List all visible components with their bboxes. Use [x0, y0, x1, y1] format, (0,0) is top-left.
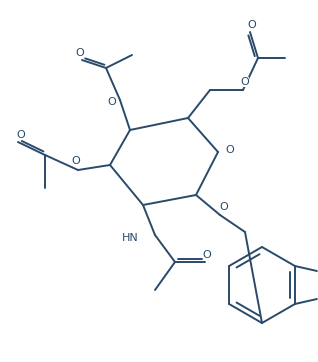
Text: HN: HN	[122, 233, 139, 243]
Text: O: O	[248, 20, 256, 30]
Text: O: O	[241, 77, 249, 87]
Text: O: O	[72, 156, 80, 166]
Text: O: O	[107, 97, 116, 107]
Text: O: O	[226, 145, 234, 155]
Text: O: O	[76, 48, 84, 58]
Text: O: O	[17, 130, 25, 140]
Text: O: O	[203, 250, 211, 260]
Text: O: O	[220, 202, 228, 212]
